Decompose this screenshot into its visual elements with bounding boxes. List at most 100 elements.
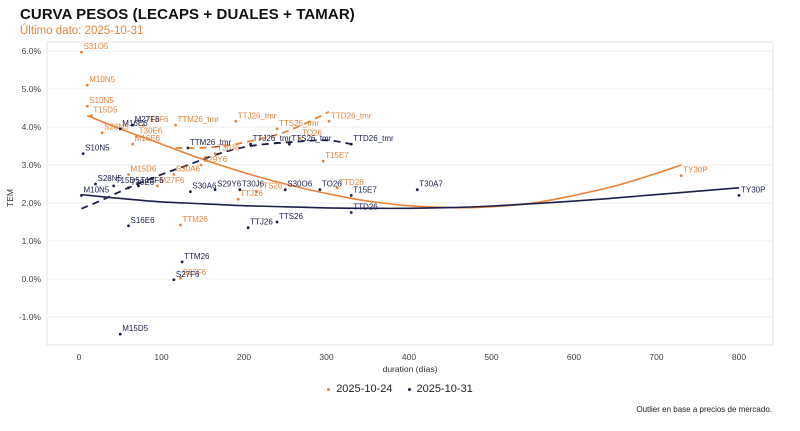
- data-point: [155, 184, 159, 188]
- legend-label-prev: 2025-10-24: [336, 383, 393, 395]
- data-point: [81, 152, 85, 156]
- x-axis-label: duration (días): [383, 364, 438, 374]
- data-point: [234, 119, 238, 123]
- data-point: [141, 123, 145, 127]
- data-point: [318, 188, 322, 192]
- data-point: [298, 137, 302, 140]
- data-point-label: S28N5: [98, 174, 123, 183]
- data-point-label: S27F6: [182, 268, 206, 277]
- data-point: [213, 188, 217, 192]
- data-point-label: M27F6: [135, 115, 160, 124]
- data-point: [327, 119, 331, 123]
- data-point-label: T30J6: [217, 144, 240, 153]
- data-point-label: TTM26_tmr: [178, 115, 220, 124]
- data-point: [349, 194, 353, 197]
- data-point-label: T15D5: [116, 176, 141, 185]
- chart-subtitle: Último dato: 2025-10-31: [20, 25, 144, 37]
- data-point-label: M16E6: [135, 134, 161, 143]
- x-tick-label: 400: [402, 352, 416, 362]
- data-point-label: S10N5: [89, 96, 114, 105]
- data-point: [137, 184, 140, 188]
- fixed-rate-trend-line: [86, 114, 682, 209]
- data-point: [283, 188, 287, 192]
- x-tick-label: 0: [77, 352, 82, 362]
- data-point: [179, 223, 182, 227]
- x-axis: 0 100 200 300 400 500 600 700 800: [77, 352, 747, 362]
- data-point: [172, 173, 176, 176]
- trend-lines: [81, 110, 740, 210]
- x-tick-label: 700: [649, 352, 663, 362]
- data-point: [679, 174, 683, 178]
- data-point-label: S10N5: [85, 144, 110, 153]
- data-point-label: TTS26: [279, 212, 304, 221]
- plot-panel: [46, 41, 774, 346]
- data-point: [275, 220, 279, 224]
- data-point-label: TTS26_tmr: [279, 119, 319, 128]
- data-point: [127, 173, 130, 176]
- data-point-label: T13F6: [140, 176, 164, 185]
- legend-item-prev[interactable]: 2025-10-24: [324, 383, 395, 395]
- data-point: [80, 194, 83, 197]
- data-point-label: TTM26_tmr: [190, 138, 232, 147]
- data-point: [131, 142, 135, 146]
- grid: [47, 50, 773, 318]
- legend-dot-prev: [327, 387, 331, 391]
- x-tick-label: 200: [237, 352, 251, 362]
- data-point: [112, 184, 116, 188]
- data-point-label: TO26: [302, 128, 322, 137]
- data-point: [179, 276, 182, 280]
- data-point: [127, 186, 130, 190]
- data-point-label: TTS26_tmr: [291, 134, 331, 143]
- data-point-label: TTJ26_tmr: [238, 111, 277, 120]
- data-point-label: TTM26: [182, 215, 208, 224]
- data-point: [737, 194, 741, 197]
- data-point: [321, 159, 325, 163]
- y-tick-label: 2.0%: [22, 198, 42, 208]
- data-point: [236, 197, 240, 201]
- data-point: [199, 163, 203, 167]
- y-tick-label: 3.0%: [22, 160, 42, 170]
- data-point-label: TTD26_tmr: [331, 111, 372, 120]
- tamar-trend-line: [81, 139, 352, 210]
- data-point-label: T30E6: [131, 178, 155, 187]
- data-point-label: S28N5: [104, 123, 129, 132]
- x-tick-label: 300: [319, 352, 333, 362]
- data-point-label: M16E6: [122, 119, 148, 128]
- data-point-label: TTJ26: [240, 189, 263, 198]
- data-point: [135, 135, 139, 138]
- data-point: [186, 146, 190, 150]
- data-point-label: M15D5: [122, 324, 148, 333]
- data-point-label: S27F6: [176, 270, 200, 279]
- x-tick-label: 800: [732, 352, 746, 362]
- data-point: [254, 190, 258, 194]
- y-axis: -1.0% 0.0% 1.0% 2.0% 3.0% 4.0% 5.0% 6.0%: [19, 46, 42, 322]
- data-point: [127, 224, 130, 228]
- x-tick-label: 600: [567, 352, 581, 362]
- data-point-label: TTJ26_tmr: [253, 134, 292, 143]
- data-point: [80, 50, 83, 54]
- data-point: [275, 127, 279, 131]
- data-point: [349, 211, 353, 214]
- legend-item-curr[interactable]: 2025-10-31: [405, 383, 476, 395]
- data-point-label: S30A6: [176, 165, 201, 174]
- data-point-label: M10N5: [83, 185, 109, 194]
- data-point-label: T13F6: [145, 115, 169, 124]
- legend-dot-curr: [407, 387, 411, 391]
- y-tick-label: 1.0%: [22, 236, 42, 246]
- data-point-label: TTD26_tmr: [353, 134, 394, 143]
- chart-title: CURVA PESOS (LECAPS + DUALES + TAMAR): [20, 6, 355, 23]
- data-point: [118, 332, 122, 336]
- data-point-label: TY30P: [741, 185, 765, 194]
- data-point: [335, 186, 339, 190]
- data-point: [188, 190, 192, 194]
- data-point-label: T15D5: [93, 106, 118, 115]
- data-point-label: S16E6: [131, 216, 156, 225]
- data-point: [287, 142, 291, 146]
- y-tick-label: 6.0%: [22, 46, 42, 56]
- data-point-label: TTM26: [184, 252, 210, 261]
- data-point: [246, 226, 250, 230]
- tamar-trend-line: [175, 110, 330, 150]
- data-point: [213, 152, 217, 156]
- x-tick-label: 100: [154, 352, 168, 362]
- data-point-label: T30E6: [139, 127, 163, 136]
